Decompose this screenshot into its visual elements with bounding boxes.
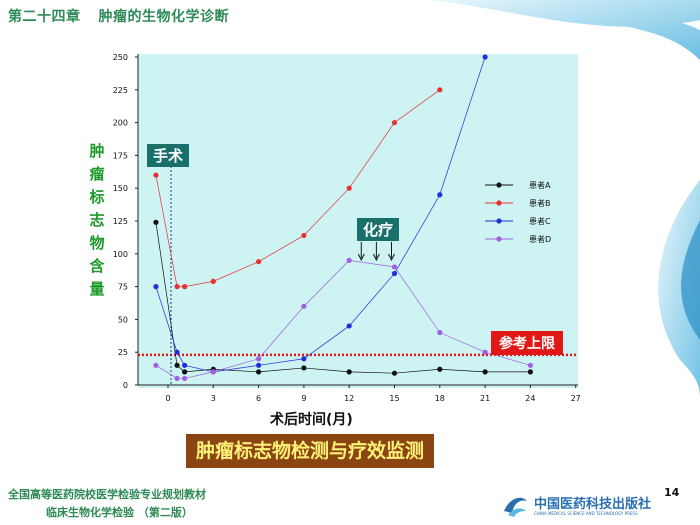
wave-right-decoration xyxy=(658,180,700,400)
series-d-point xyxy=(301,303,307,309)
legend-d-label: 患者D xyxy=(529,234,551,244)
series-a-point xyxy=(437,366,443,372)
series-c-point xyxy=(482,54,488,60)
series-c-line xyxy=(155,56,486,373)
series-d-point xyxy=(482,349,488,355)
y-tick-label: 125 xyxy=(113,217,128,226)
series-b-point xyxy=(346,185,352,191)
y-tick-label: 25 xyxy=(118,348,128,357)
chapter-title: 肿瘤的生物化学诊断 xyxy=(98,9,229,25)
series-c-point xyxy=(153,284,159,290)
footer-textbook-series: 全国高等医药院校医学检验专业规划教材 xyxy=(8,488,206,501)
surgery-label: 手术 xyxy=(147,144,190,167)
series-a-point xyxy=(346,369,352,375)
series-b-point xyxy=(182,284,188,290)
series-b-point xyxy=(301,232,307,239)
legend-a-label: 患者A xyxy=(529,180,551,190)
wave-right-decoration-2 xyxy=(681,220,700,340)
series-c-point xyxy=(346,323,352,329)
chemo-arrow-head xyxy=(372,253,380,262)
y-tick-label: 0 xyxy=(123,381,128,390)
reference-limit-label: 参考上限 xyxy=(491,331,563,355)
chemo-label: 化疗 xyxy=(357,218,400,241)
series-a-point xyxy=(174,362,180,368)
y-tick-label: 250 xyxy=(113,53,128,62)
chemo-arrow-head xyxy=(357,253,365,262)
chapter-header: 第二十四章 肿瘤的生物化学诊断 xyxy=(8,6,229,26)
x-axis-label: 术后时间(月) xyxy=(270,412,353,428)
x-tick-label: 9 xyxy=(301,394,306,403)
series-c-point xyxy=(437,192,443,198)
caption: 肿瘤标志物检测与疗效监测 xyxy=(186,434,435,468)
page-number: 14 xyxy=(664,486,680,499)
series-a-point xyxy=(301,365,307,371)
series-c-point xyxy=(182,362,188,368)
series-b-point xyxy=(174,284,180,290)
series-d-point xyxy=(256,356,262,362)
y-tick-label: 225 xyxy=(113,86,128,95)
y-tick-label: 50 xyxy=(118,315,128,324)
series-d-point xyxy=(437,329,443,336)
legend-b-marker xyxy=(496,200,502,206)
legend-a-marker xyxy=(496,182,502,188)
y-tick-label: 150 xyxy=(113,184,128,193)
series-b-point xyxy=(256,259,262,265)
series-a-point xyxy=(182,369,188,375)
series-b-point xyxy=(437,87,443,93)
y-tick-label: 200 xyxy=(113,119,128,128)
series-b-point xyxy=(153,172,159,178)
series-a-point xyxy=(153,219,159,225)
series-d-point xyxy=(527,362,534,368)
legend-d-marker xyxy=(496,236,502,242)
series-d-point xyxy=(346,257,352,263)
x-tick-label: 21 xyxy=(480,394,490,403)
series-c-point xyxy=(391,270,398,277)
x-tick-label: 27 xyxy=(571,394,581,403)
series-c-point xyxy=(301,356,307,362)
series-c-point xyxy=(174,349,180,355)
footer-textbook-title: 临床生物化学检验 （第二版） xyxy=(46,506,193,519)
series-b-point xyxy=(391,120,398,126)
y-axis-label: 肿瘤标志物含量 xyxy=(86,140,108,300)
x-tick-label: 0 xyxy=(165,394,170,403)
legend-b-label: 患者B xyxy=(529,198,551,208)
y-tick-label: 100 xyxy=(113,250,128,259)
chemo-arrow-head xyxy=(388,253,395,262)
series-d-point xyxy=(174,375,180,382)
series-d-point xyxy=(391,264,398,270)
wave-top-right-decoration xyxy=(430,0,700,60)
series-a-point xyxy=(256,369,262,375)
x-tick-label: 24 xyxy=(525,394,535,403)
series-a-point xyxy=(482,369,488,375)
x-tick-label: 3 xyxy=(211,394,216,403)
legend-c-label: 患者C xyxy=(529,216,551,226)
x-tick-label: 18 xyxy=(435,394,445,403)
series-d-point xyxy=(153,362,159,368)
series-d-point xyxy=(210,369,216,375)
series-b-point xyxy=(210,278,216,284)
series-a-point xyxy=(527,369,534,375)
publisher-logo xyxy=(504,497,527,517)
chapter-number: 第二十四章 xyxy=(8,9,81,25)
y-tick-label: 75 xyxy=(118,283,128,292)
x-tick-label: 15 xyxy=(389,394,399,403)
x-tick-label: 6 xyxy=(256,394,261,403)
series-d-point xyxy=(182,375,188,382)
series-c-point xyxy=(256,362,262,368)
series-a-point xyxy=(391,370,398,376)
x-tick-label: 12 xyxy=(344,394,354,403)
legend-c-marker xyxy=(496,218,502,224)
publisher-name: 中国医药科技出版社 xyxy=(534,497,652,512)
y-tick-label: 175 xyxy=(113,151,128,160)
publisher-name-en: CHINA MEDICAL SCIENCE AND TECHNOLOGY PRE… xyxy=(534,511,638,516)
